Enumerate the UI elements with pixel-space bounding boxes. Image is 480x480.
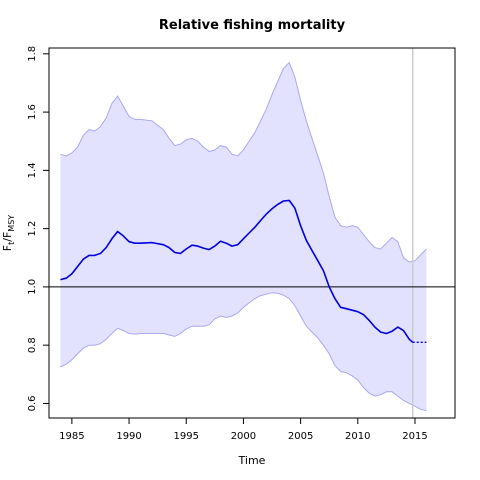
y-tick-label: 1.0 bbox=[27, 279, 38, 295]
y-axis-label: Ft/FMSY bbox=[1, 215, 16, 251]
y-tick-label: 1.6 bbox=[27, 104, 38, 120]
y-tick-label: 0.8 bbox=[27, 337, 38, 353]
x-tick-label: 1990 bbox=[116, 431, 141, 442]
x-tick-label: 1995 bbox=[174, 431, 199, 442]
x-tick-label: 2010 bbox=[345, 431, 370, 442]
y-tick-label: 1.4 bbox=[27, 162, 38, 178]
confidence-band-upper-edge bbox=[60, 61, 427, 263]
y-label-sub2: MSY bbox=[7, 215, 16, 232]
x-tick-label: 2000 bbox=[231, 431, 256, 442]
x-tick-label: 2005 bbox=[288, 431, 313, 442]
confidence-band bbox=[60, 62, 427, 411]
y-label-slash: /F bbox=[1, 232, 14, 242]
y-tick-label: 1.2 bbox=[27, 221, 38, 237]
x-tick-label: 2015 bbox=[402, 431, 427, 442]
x-tick-label: 1985 bbox=[59, 431, 84, 442]
y-axis: 0.6 0.8 1.0 1.2 1.4 1.6 1.8 bbox=[27, 46, 49, 411]
chart-title: Relative fishing mortality bbox=[159, 18, 346, 33]
plot-area bbox=[49, 48, 455, 418]
y-tick-label: 1.8 bbox=[27, 46, 38, 62]
x-axis: 1985 1990 1995 2000 2005 2010 2015 bbox=[59, 418, 428, 442]
y-tick-label: 0.6 bbox=[27, 395, 38, 411]
x-axis-label: Time bbox=[238, 454, 266, 467]
plot-frame bbox=[48, 47, 456, 419]
confidence-band-lower-edge bbox=[60, 292, 427, 412]
y-label-base: F bbox=[1, 245, 14, 251]
estimate-line bbox=[60, 199, 414, 343]
y-label-sub1: t bbox=[7, 242, 16, 245]
